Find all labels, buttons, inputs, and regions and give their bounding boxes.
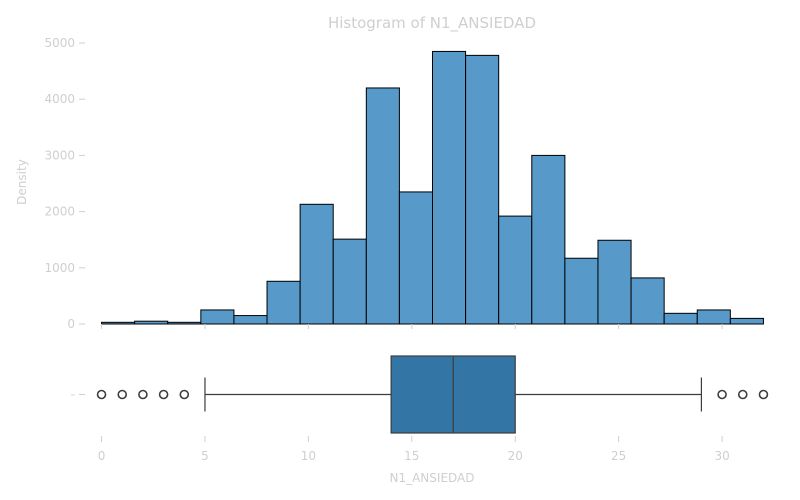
- y-tick-label: 2000: [44, 205, 75, 219]
- histogram-bar: [134, 320, 169, 325]
- outlier-point: [117, 389, 128, 400]
- histogram-bar: [432, 50, 467, 325]
- outlier-point: [96, 389, 107, 400]
- x-tick-label: 30: [714, 449, 729, 463]
- outlier-point: [758, 389, 769, 400]
- box-y-tick-label: -: [71, 388, 75, 402]
- x-axis-label: N1_ANSIEDAD: [389, 471, 474, 485]
- outlier-point: [138, 389, 148, 400]
- histogram-bar: [564, 257, 599, 325]
- outlier-point: [179, 389, 190, 400]
- histogram-bar: [332, 238, 367, 325]
- outlier-point: [717, 389, 727, 400]
- y-tick-label: 0: [67, 317, 75, 331]
- histogram-bar: [167, 321, 202, 325]
- histogram-bar: [729, 317, 764, 325]
- histogram-bar: [663, 312, 698, 325]
- outlier-point: [158, 389, 169, 400]
- y-axis-label: Density: [15, 159, 29, 205]
- histogram-bar: [630, 277, 665, 325]
- histogram-bar: [398, 191, 433, 325]
- boxplot-plot: [96, 355, 769, 434]
- histogram-bar: [696, 309, 731, 325]
- histogram-bar: [465, 54, 500, 325]
- x-tick-label: 15: [404, 449, 419, 463]
- histogram-bar: [498, 215, 533, 325]
- histogram-bar: [266, 280, 301, 325]
- histogram-bar: [200, 309, 235, 325]
- axes: 0 1000 2000 3000 4000 5000 - 0 5 10 15 20 25 30: [44, 36, 729, 463]
- histogram-bar: [233, 315, 268, 325]
- x-tick-label: 5: [201, 449, 209, 463]
- histogram-bar: [531, 154, 566, 325]
- histogram-bar: [597, 239, 632, 325]
- y-tick-label: 5000: [44, 36, 75, 50]
- histogram-bar: [101, 321, 136, 325]
- histogram-plot: [101, 50, 764, 325]
- x-tick-label: 10: [301, 449, 316, 463]
- x-tick-label: 0: [98, 449, 106, 463]
- chart-title: Histogram of N1_ANSIEDAD: [328, 14, 536, 33]
- y-tick-label: 3000: [44, 148, 75, 162]
- histogram-bar: [299, 203, 334, 325]
- x-tick-label: 25: [611, 449, 626, 463]
- x-tick-label: 20: [508, 449, 523, 463]
- y-tick-label: 1000: [44, 261, 75, 275]
- outlier-point: [737, 389, 748, 400]
- y-tick-label: 4000: [44, 92, 75, 106]
- histogram-bar: [365, 87, 400, 325]
